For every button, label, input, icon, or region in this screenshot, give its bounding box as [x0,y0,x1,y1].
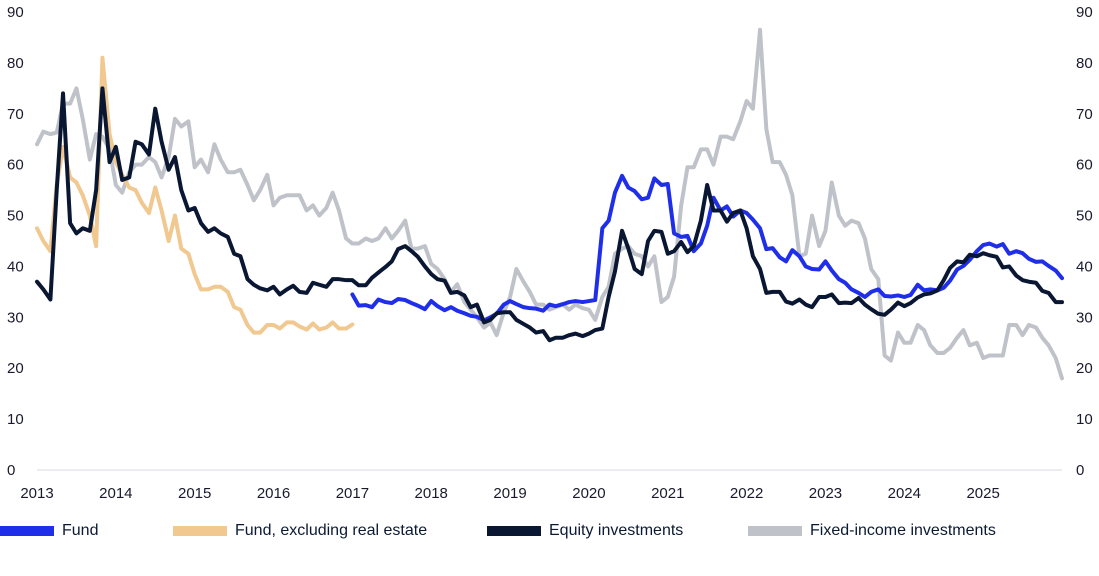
x-axis: 2013 2014 2015 2016 2017 2018 2019 2020 2021 2022… [20,485,1000,502]
x-tick-label: 2025 [966,485,999,502]
legend-label-fund: Fund [62,522,99,539]
x-tick-label: 2019 [493,485,526,502]
x-tick-label: 2022 [730,485,763,502]
y-left-tick-label: 30 [7,309,24,326]
y-left-tick-label: 40 [7,258,24,275]
y-axis-right: 0 10 20 30 40 50 60 70 80 90 [1076,4,1093,479]
x-tick-label: 2017 [336,485,369,502]
y-right-tick-label: 40 [1076,258,1093,275]
y-right-tick-label: 80 [1076,55,1093,72]
series-line-fixed-income-investments [35,27,1064,381]
legend-item-fixed-income-investments: Fixed-income investments [748,517,996,545]
legend-swatch-fund [0,526,54,536]
y-right-tick-label: 90 [1076,4,1093,21]
y-left-tick-label: 80 [7,55,24,72]
legend-swatch-equity-investments [487,526,541,536]
y-right-tick-label: 0 [1076,462,1084,479]
y-left-tick-label: 70 [7,106,24,123]
legend-label-fixed-income-investments: Fixed-income investments [810,522,996,539]
x-tick-label: 2024 [888,485,921,502]
x-tick-label: 2013 [20,485,53,502]
y-right-tick-label: 20 [1076,360,1093,377]
legend-item-fund: Fund [0,517,98,545]
legend-label-fund-excluding-real-estate: Fund, excluding real estate [235,522,428,539]
y-right-tick-label: 30 [1076,309,1093,326]
x-tick-label: 2015 [178,485,211,502]
y-right-tick-label: 50 [1076,208,1093,225]
x-tick-label: 2023 [809,485,842,502]
x-tick-label: 2014 [99,485,132,502]
y-left-tick-label: 10 [7,411,24,428]
x-tick-label: 2021 [651,485,684,502]
legend-item-fund-excluding-real-estate: Fund, excluding real estate [173,517,427,545]
y-left-tick-label: 20 [7,360,24,377]
series-line-fund-excluding-real-estate [35,55,355,335]
series-line-fund [350,173,1064,323]
legend: Fund Fund, excluding real estate Equity … [0,517,1099,545]
y-right-tick-label: 70 [1076,106,1093,123]
series-lines [35,27,1064,381]
legend-label-equity-investments: Equity investments [549,522,684,539]
y-left-tick-label: 0 [7,462,15,479]
x-tick-label: 2018 [415,485,448,502]
y-right-tick-label: 10 [1076,411,1093,428]
legend-item-equity-investments: Equity investments [487,517,683,545]
y-axis-left: 0 10 20 30 40 50 60 70 80 90 [7,4,24,479]
legend-swatch-fund-excluding-real-estate [173,526,227,536]
legend-swatch-fixed-income-investments [748,526,802,536]
x-tick-label: 2016 [257,485,290,502]
y-right-tick-label: 60 [1076,157,1093,174]
x-tick-label: 2020 [572,485,605,502]
y-left-tick-label: 50 [7,208,24,225]
y-left-tick-label: 90 [7,4,24,21]
series-line-equity-investments [35,86,1064,343]
y-left-tick-label: 60 [7,157,24,174]
